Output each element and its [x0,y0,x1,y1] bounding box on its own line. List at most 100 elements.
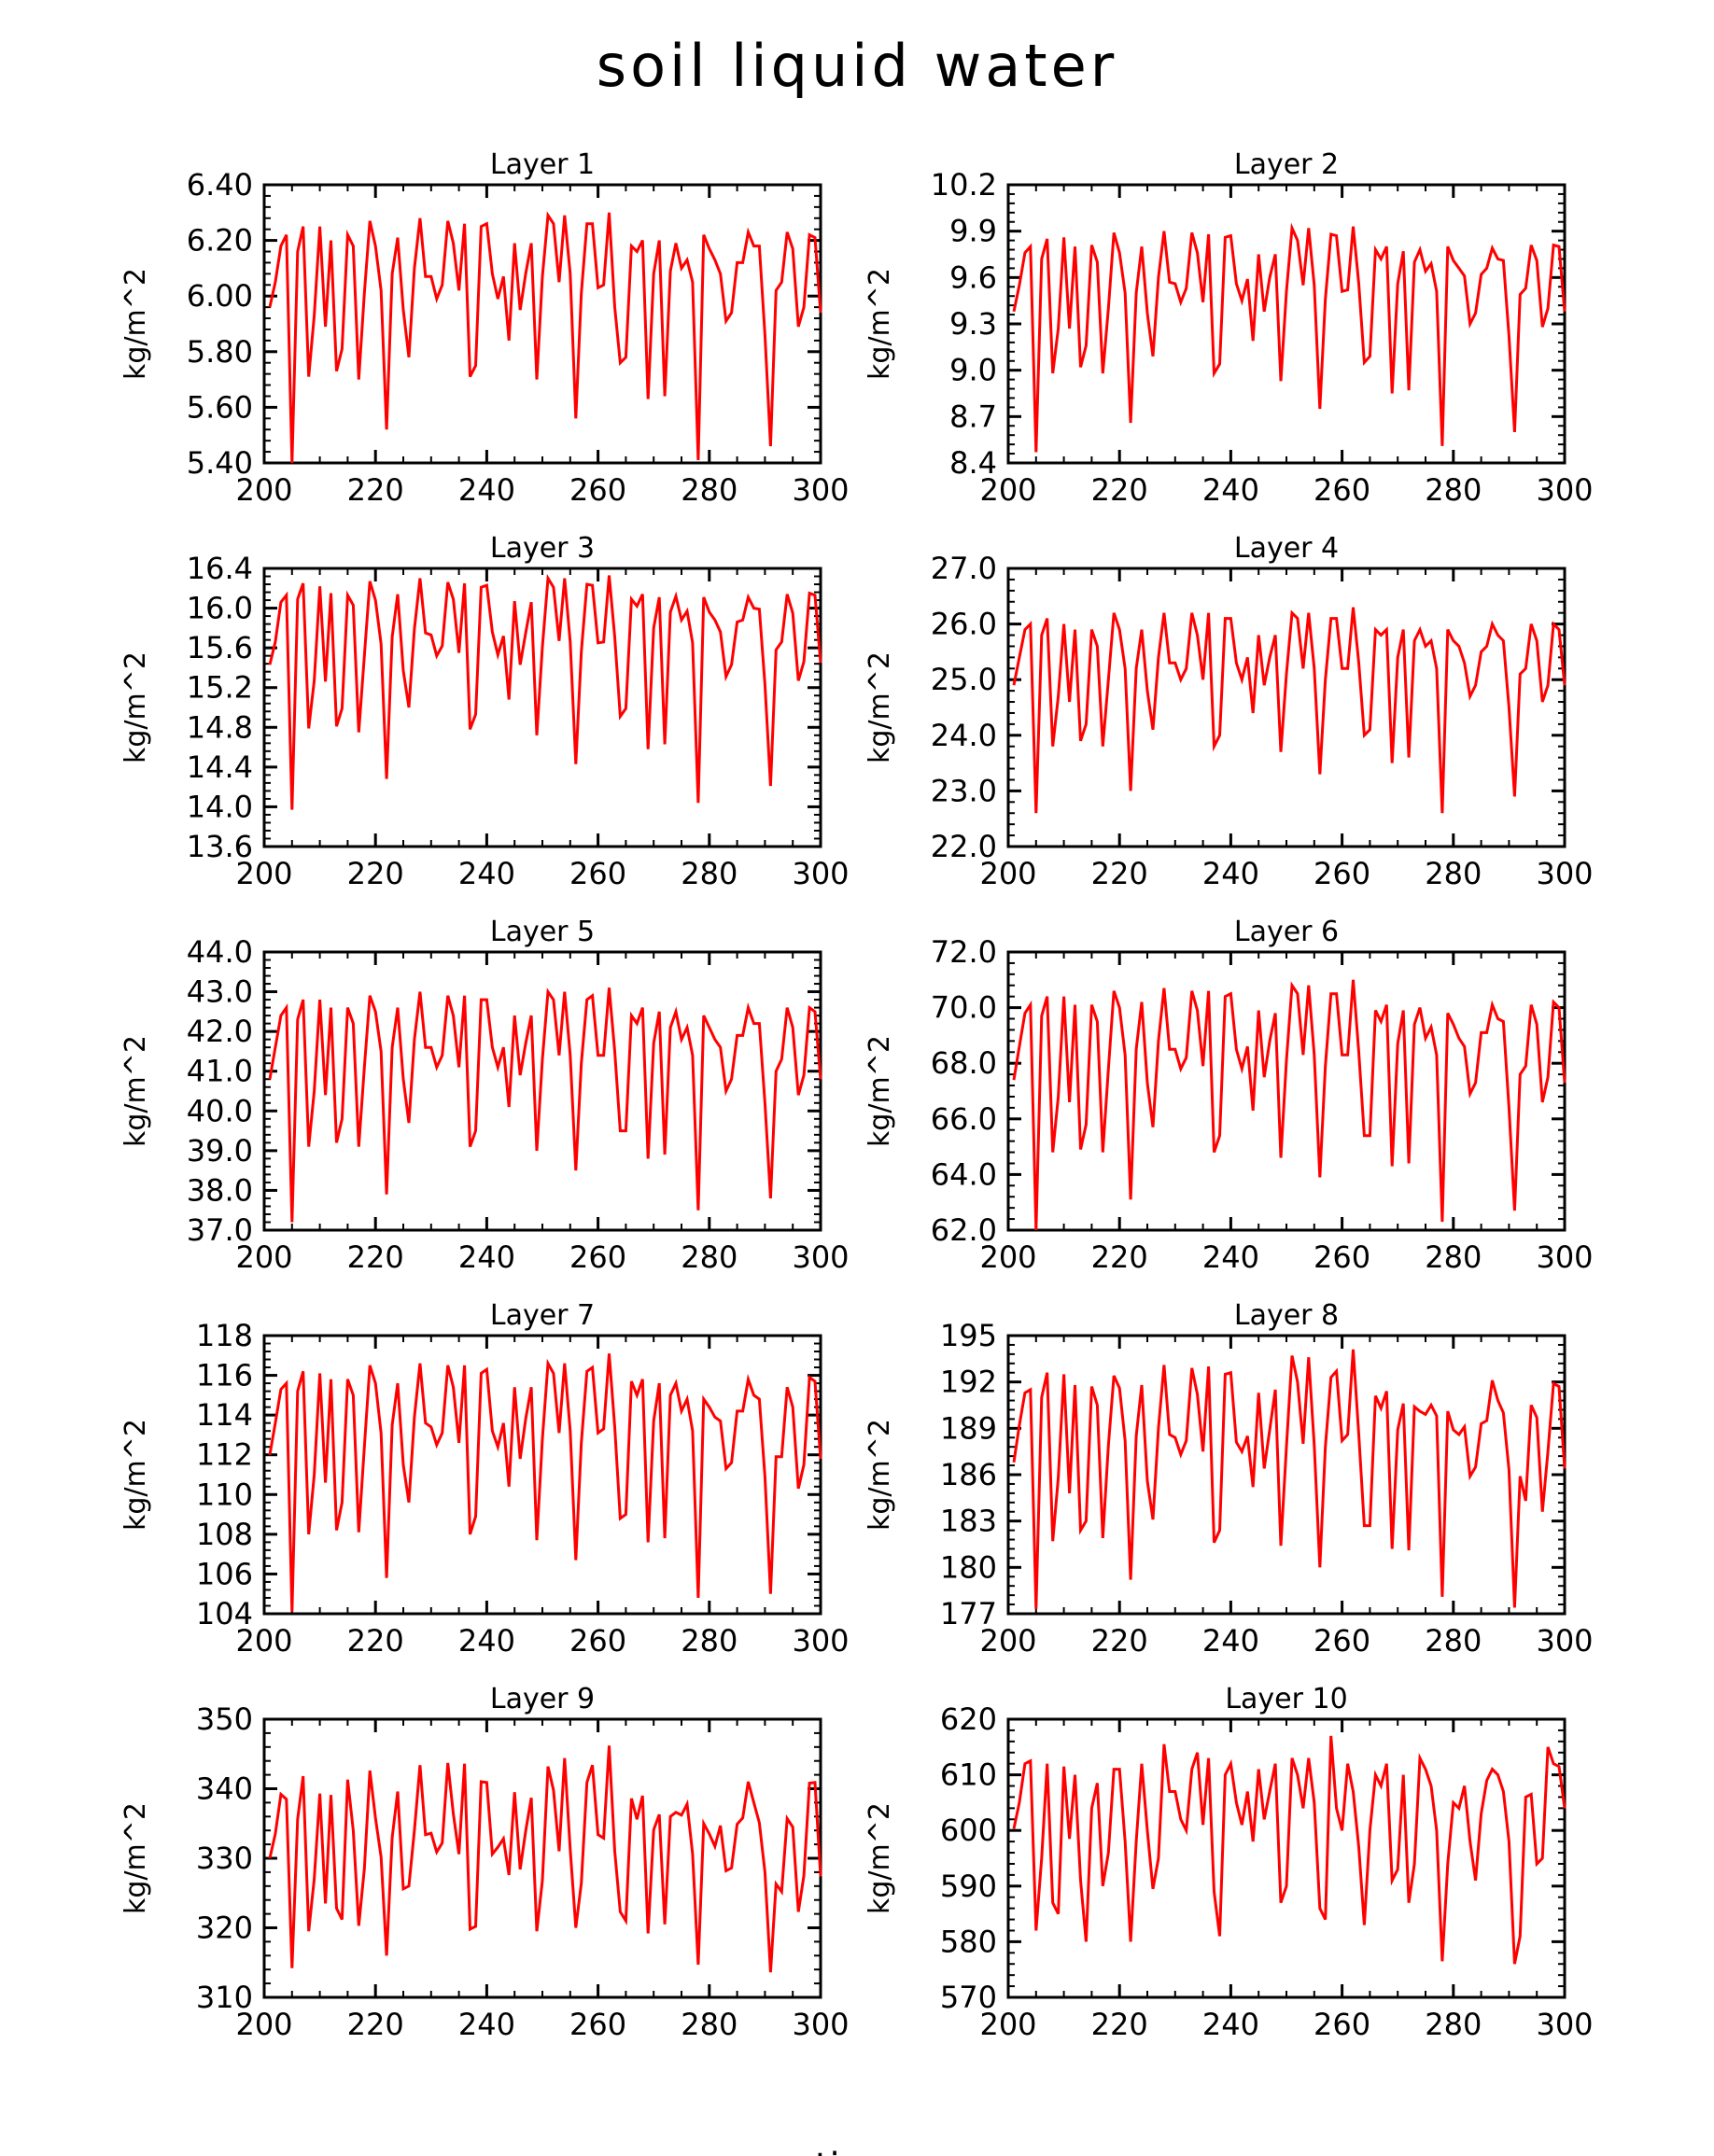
x-tick-label: 220 [347,856,404,891]
panel-title: Layer 3 [490,532,595,565]
y-tick-label: 43.0 [187,974,253,1010]
series-line [268,573,822,810]
y-tick-label: 41.0 [187,1054,253,1089]
x-tick-label: 240 [458,1623,515,1659]
series-line [1012,1349,1566,1610]
x-tick-label: 240 [458,1239,515,1275]
y-tick-label: 10.2 [931,167,997,203]
y-tick-label: 580 [940,1924,997,1959]
y-tick-label: 590 [940,1869,997,1904]
x-tick-label: 200 [979,856,1036,891]
y-axis-label: kg/m^2 [119,268,152,380]
series-line [1012,222,1566,453]
x-tick-label: 200 [235,472,292,508]
x-tick-label: 300 [792,856,849,891]
y-tick-label: 42.0 [187,1014,253,1049]
x-tick-label: 220 [347,1623,404,1659]
series-line [1012,607,1566,814]
y-tick-label: 15.6 [187,630,253,665]
x-tick-label: 200 [979,1623,1036,1659]
y-tick-label: 108 [196,1517,253,1552]
y-tick-label: 14.4 [187,749,253,785]
y-tick-label: 118 [196,1318,253,1353]
x-tick-label: 260 [1314,856,1370,891]
series-line [268,1745,822,1973]
x-tick-label: 240 [1202,1623,1259,1659]
x-tick-label: 220 [347,472,404,508]
x-tick-label: 200 [235,1623,292,1659]
x-tick-label: 220 [347,1239,404,1275]
y-tick-label: 104 [196,1596,253,1631]
x-tick-label: 260 [1314,1623,1370,1659]
y-axis-label: kg/m^2 [119,1802,152,1914]
chart-panel-3: Layer 3 kg/m^2 200 220 240 260 280 300 13.6 14.0 1… [119,532,850,891]
x-tick-label: 240 [1202,2007,1259,2042]
chart-panel-1: Layer 1 kg/m^2 200 220 240 260 280 300 5.40 5.60 5… [119,148,850,508]
plot-frame [1006,183,1566,465]
x-tick-label: 280 [1425,1239,1482,1275]
y-tick-label: 620 [940,1701,997,1737]
panel-title: Layer 9 [490,1683,595,1715]
x-tick-label: 200 [979,472,1036,508]
x-tick-label: 200 [979,2007,1036,2042]
figure-title: soil liquid water [597,32,1117,100]
panel-title: Layer 4 [1234,532,1339,565]
y-tick-label: 340 [196,1771,253,1807]
x-tick-label: 280 [1425,472,1482,508]
y-tick-label: 70.0 [931,990,997,1026]
x-tick-label: 200 [979,1239,1036,1275]
y-tick-label: 6.20 [187,223,253,259]
y-tick-label: 68.0 [931,1045,997,1081]
x-tick-label: 280 [681,2007,738,2042]
chart-panel-6: Layer 6 kg/m^2 200 220 240 260 280 300 62.0 64.0 6… [864,916,1594,1275]
x-tick-label: 240 [458,856,515,891]
x-tick-label: 200 [235,2007,292,2042]
y-tick-label: 24.0 [931,718,997,753]
panel-title: Layer 7 [490,1299,595,1332]
x-tick-label: 260 [1314,2007,1370,2042]
x-tick-label: 220 [1091,856,1148,891]
plot-frame [1006,567,1566,848]
x-tick-label: 300 [1536,1623,1593,1659]
y-tick-label: 330 [196,1841,253,1876]
y-tick-label: 9.6 [949,259,997,295]
y-tick-label: 189 [940,1410,997,1446]
x-tick-label: 280 [681,472,738,508]
y-tick-label: 350 [196,1701,253,1737]
plot-frame [1006,950,1566,1232]
y-tick-label: 22.0 [931,829,997,864]
y-tick-label: 72.0 [931,934,997,970]
x-tick-label: 280 [681,856,738,891]
y-tick-label: 610 [940,1757,997,1793]
x-tick-label: 280 [1425,2007,1482,2042]
y-tick-label: 192 [940,1365,997,1400]
y-tick-label: 320 [196,1911,253,1946]
y-tick-label: 9.0 [949,353,997,388]
panel-grid: Layer 1 kg/m^2 200 220 240 260 280 300 5.40 5.60 5… [119,148,1594,2042]
y-tick-label: 37.0 [187,1212,253,1248]
y-axis-label: kg/m^2 [119,651,152,763]
y-tick-label: 64.0 [931,1156,997,1192]
y-tick-label: 16.4 [187,551,253,586]
x-tick-label: 220 [1091,2007,1148,2042]
x-tick-label: 240 [458,472,515,508]
y-tick-label: 14.8 [187,709,253,745]
chart-panel-4: Layer 4 kg/m^2 200 220 240 260 280 300 22.0 23.0 2… [864,532,1594,891]
y-tick-label: 26.0 [931,607,997,642]
x-tick-label: 220 [1091,1239,1148,1275]
y-axis-label: kg/m^2 [864,1419,896,1531]
plot-frame [262,950,822,1232]
x-tick-label: 240 [458,2007,515,2042]
x-tick-label: 200 [235,856,292,891]
x-tick-label: 300 [792,2007,849,2042]
y-tick-label: 5.80 [187,334,253,370]
y-axis-label: kg/m^2 [864,1802,896,1914]
chart-panel-2: Layer 2 kg/m^2 200 220 240 260 280 300 8.4 8.7 9.0… [864,148,1594,508]
series-line [1012,979,1566,1231]
figure-bottom-label: time [815,2146,899,2156]
y-tick-label: 25.0 [931,662,997,697]
y-tick-label: 110 [196,1477,253,1512]
y-tick-label: 177 [940,1596,997,1631]
y-tick-label: 8.7 [949,399,997,434]
y-tick-label: 112 [196,1437,253,1473]
